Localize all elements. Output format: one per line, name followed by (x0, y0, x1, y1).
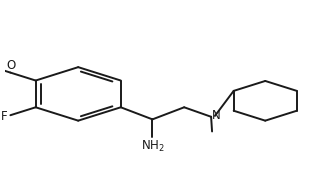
Text: NH$_2$: NH$_2$ (141, 139, 165, 154)
Text: N: N (212, 109, 221, 122)
Text: F: F (1, 110, 8, 123)
Text: O: O (6, 59, 16, 72)
